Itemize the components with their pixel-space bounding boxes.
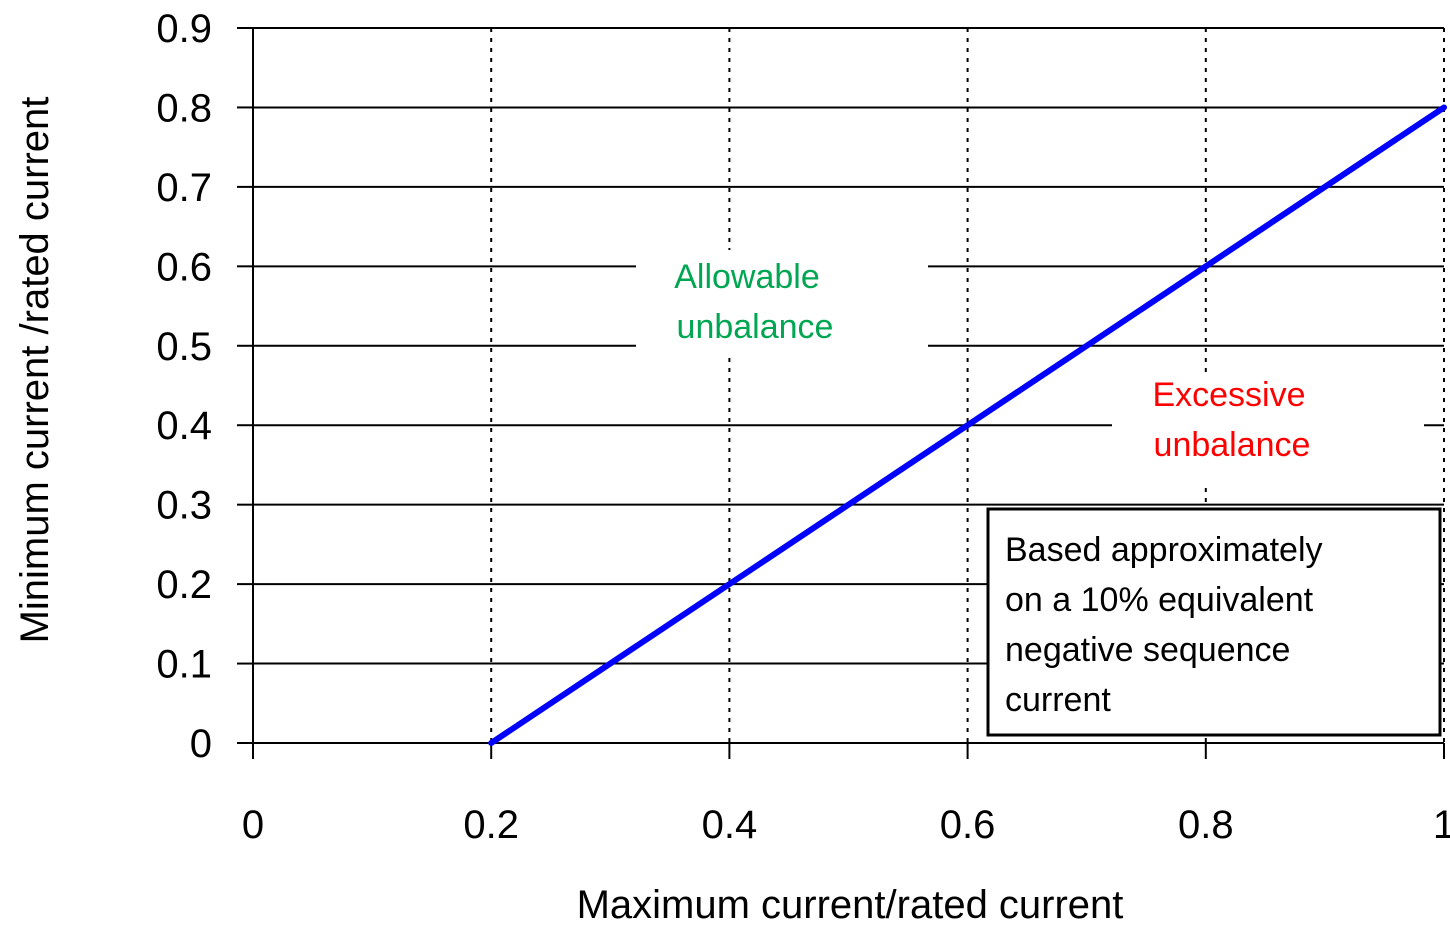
y-tick-label: 0.7: [156, 166, 212, 210]
x-tick-label: 0: [242, 803, 264, 847]
y-tick-label: 0.5: [156, 325, 212, 369]
x-tick-label: 1: [1433, 803, 1450, 847]
x-tick-label: 0.4: [702, 803, 758, 847]
axes: [237, 27, 1445, 759]
x-axis-title: Maximum current/rated current: [577, 883, 1124, 927]
note-line-2: on a 10% equivalent: [1005, 581, 1314, 619]
y-tick-label: 0.6: [156, 245, 212, 289]
series: [488, 104, 1447, 746]
excessive-label-line-1: Excessive: [1152, 376, 1305, 414]
y-tick-label: 0.1: [156, 643, 212, 687]
excessive-label-line-2: unbalance: [1154, 426, 1311, 464]
note-line-1: Based approximately: [1005, 531, 1323, 569]
allowable-label-line-1: Allowable: [674, 258, 820, 296]
excessive-label-background: [1112, 372, 1424, 482]
note-line-3: negative sequence: [1005, 631, 1290, 669]
y-tick-label: 0.3: [156, 484, 212, 528]
allowable-label-line-2: unbalance: [677, 308, 834, 346]
allowable-label-background: [636, 250, 928, 358]
x-tick-label: 0.6: [940, 803, 996, 847]
series-line: [488, 104, 1447, 746]
x-tick-label: 0.2: [463, 803, 519, 847]
y-tick-label: 0: [190, 722, 212, 766]
y-tick-label: 0.4: [156, 404, 212, 448]
label-backgrounds: [636, 250, 1424, 482]
x-tick-label: 0.8: [1178, 803, 1234, 847]
y-tick-label: 0.9: [156, 7, 212, 51]
allowable-region-label: Allowable unbalance: [674, 258, 833, 346]
tick-labels: 0 0.1 0.2 0.3 0.4 0.5 0.6 0.7 0.8 0.9 0 0.2 0.4 0.6 0.…: [156, 7, 1450, 847]
y-tick-label: 0.2: [156, 563, 212, 607]
note-box-border: [986, 507, 1442, 737]
excessive-region-label: Excessive unbalance: [1152, 376, 1310, 464]
note-box: Based approximately on a 10% equivalent …: [986, 507, 1442, 737]
y-tick-label: 0.8: [156, 86, 212, 130]
y-axis-title: Minimum current /rated current: [13, 97, 57, 644]
note-line-4: current: [1005, 681, 1111, 719]
